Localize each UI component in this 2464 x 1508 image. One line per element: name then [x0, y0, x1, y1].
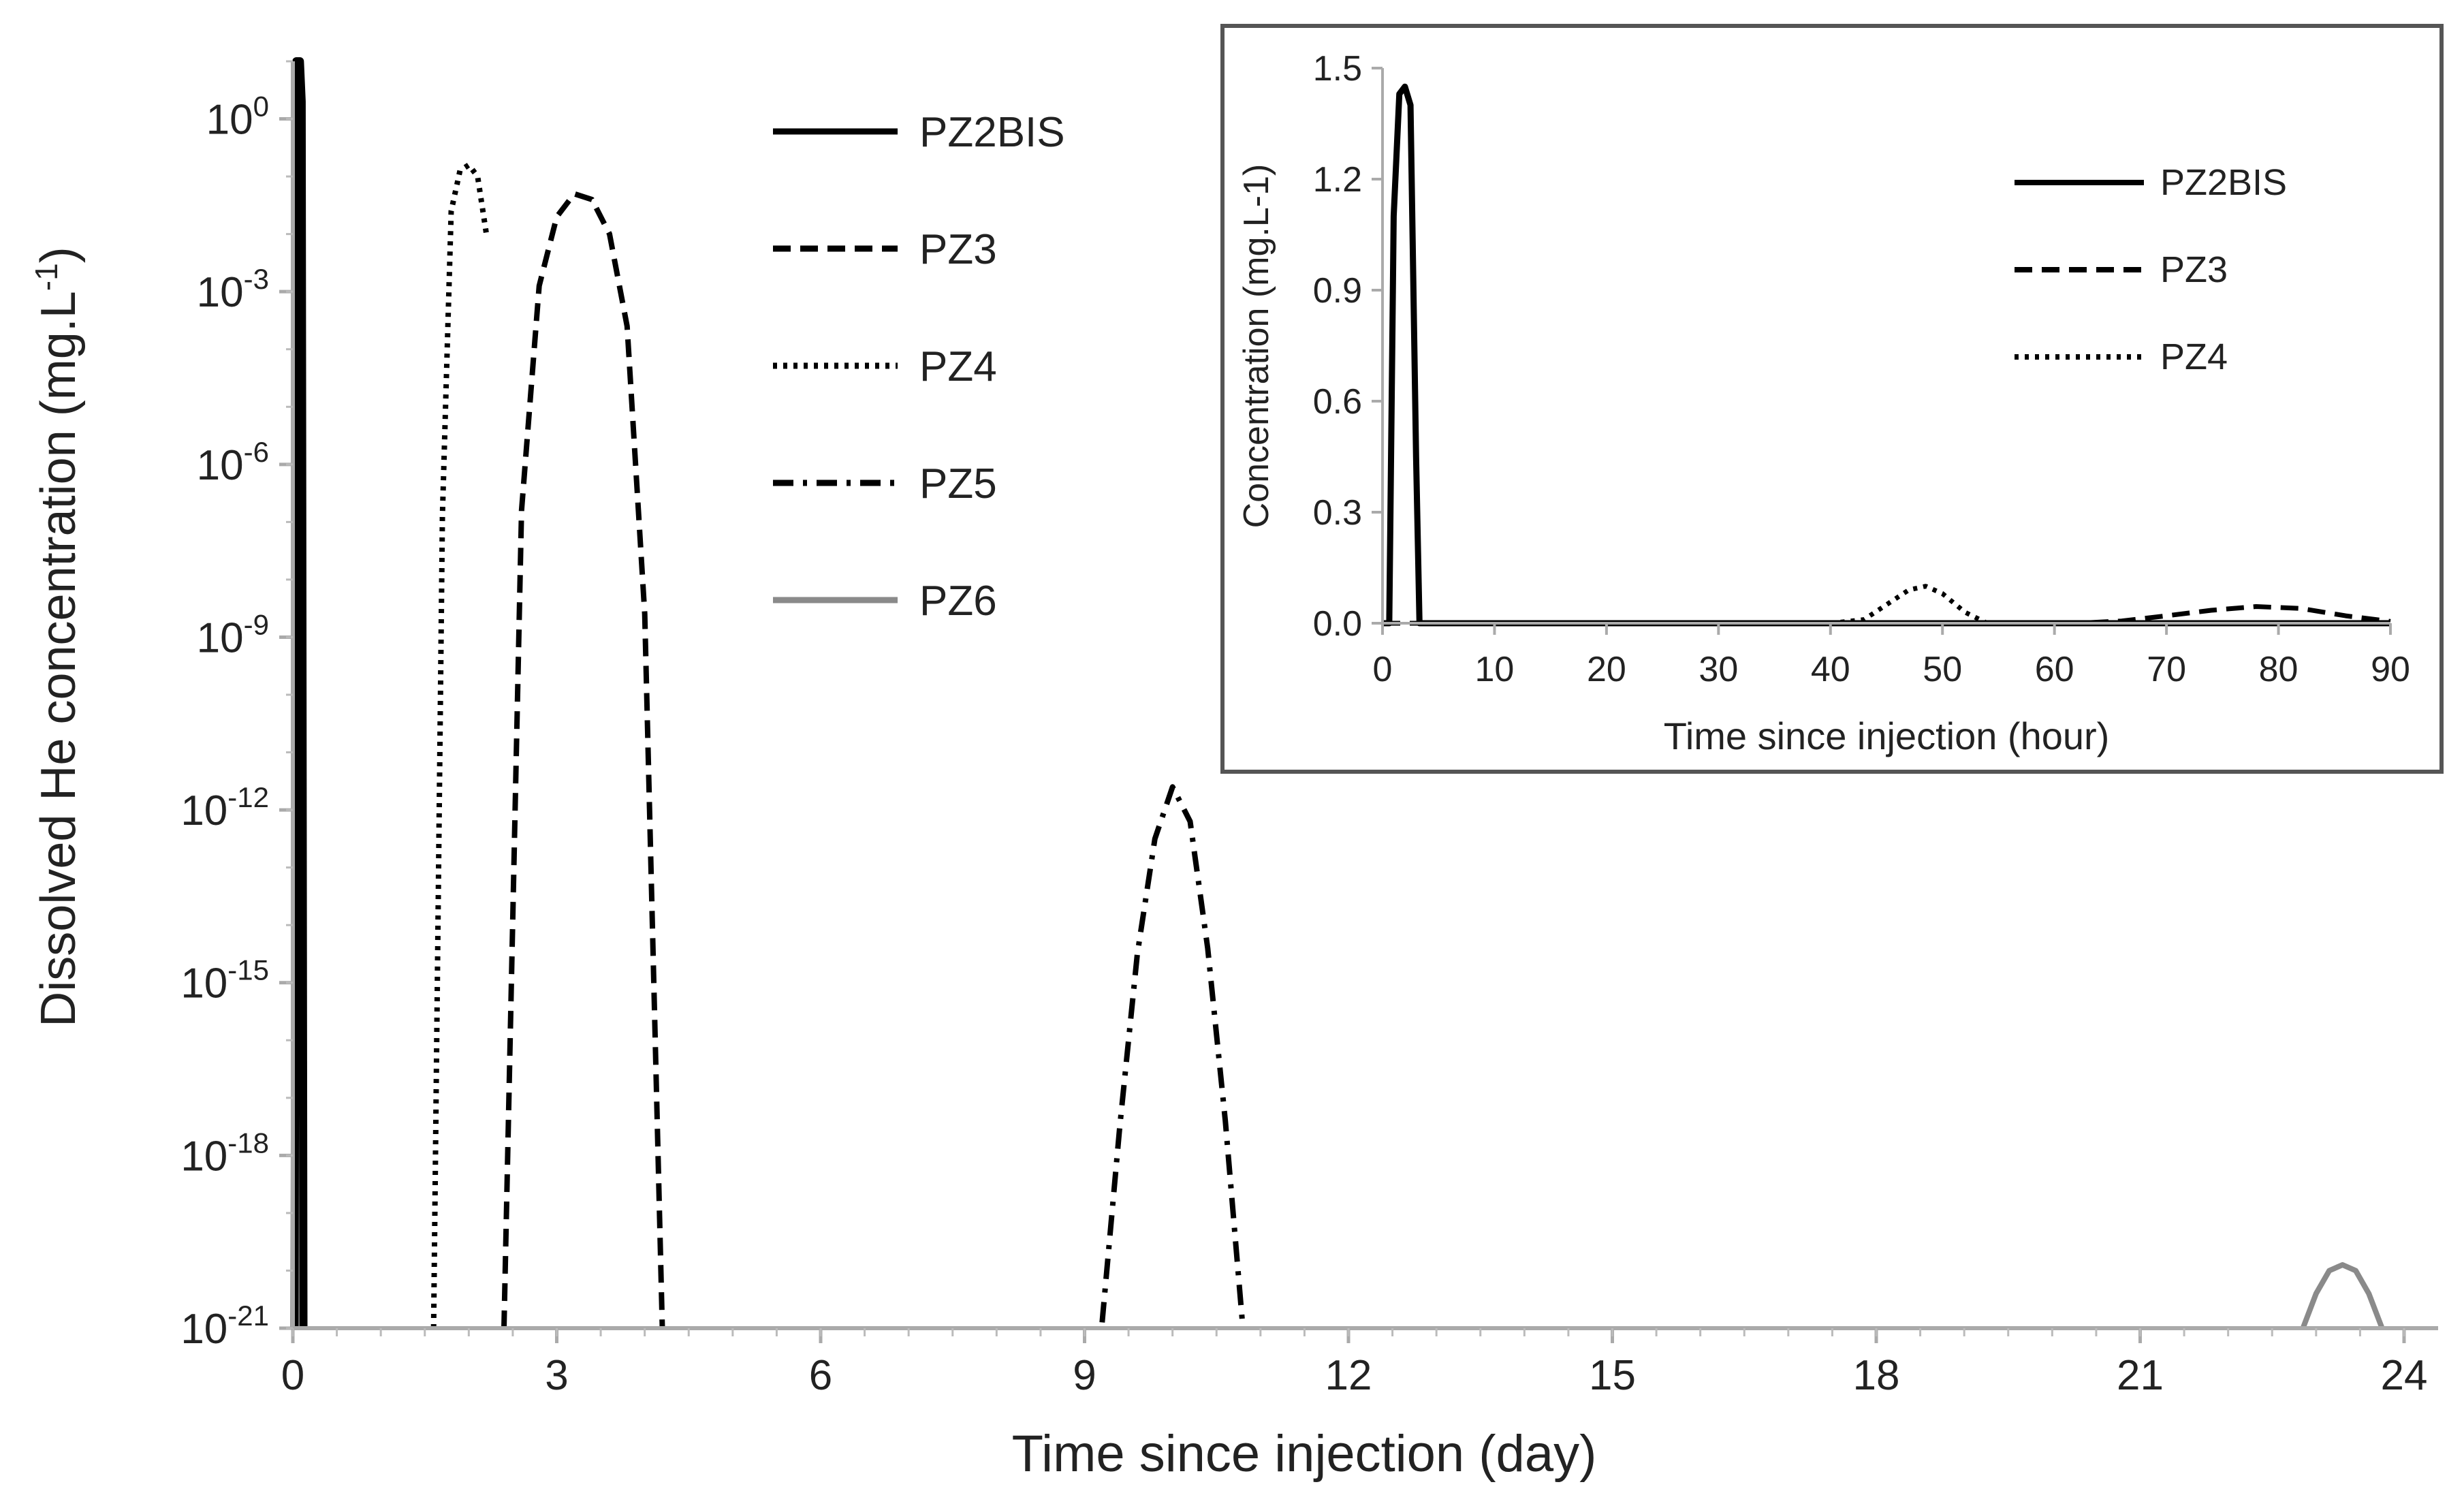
main-y-tick-base: 10: [197, 269, 244, 316]
inset-x-tick-label: 20: [1587, 650, 1626, 689]
main-legend: PZ2BIS PZ3 PZ4 PZ5 PZ6: [773, 109, 1065, 625]
main-y-tick-base: 10: [206, 97, 253, 144]
legend-label-pz4: PZ4: [919, 343, 997, 390]
main-y-tick-exp: -12: [227, 781, 269, 813]
main-y-tick-exp: -9: [244, 608, 269, 640]
main-x-tick-label: 3: [545, 1352, 568, 1399]
inset-y-axis-title: Concentration (mg.L-1): [1237, 164, 1276, 529]
main-x-axis-title: Time since injection (day): [1012, 1425, 1597, 1483]
main-y-tick-base: 10: [197, 614, 244, 661]
main-chart: 0 3 6 9 12 15 18 21 24 10010-310-610-910-1210-15…: [29, 57, 2438, 1483]
main-y-tick-exp: -21: [227, 1300, 269, 1332]
main-y-tick-label: 10-6: [197, 436, 269, 489]
main-y-tick-exp: -3: [244, 263, 269, 295]
main-x-tick-label: 15: [1589, 1352, 1636, 1399]
inset-legend-label-pz2bis: PZ2BIS: [2160, 162, 2287, 203]
main-y-tick-exp: 0: [253, 91, 269, 123]
main-x-tick-label: 9: [1073, 1352, 1096, 1399]
inset-y-tick-label: 0.6: [1313, 382, 1362, 422]
inset-y-tick-label: 0.9: [1313, 271, 1362, 311]
inset-x-tick-label: 80: [2259, 650, 2299, 689]
inset-x-tick-label: 60: [2035, 650, 2074, 689]
legend-label-pz2bis: PZ2BIS: [919, 109, 1065, 156]
inset-legend-label-pz3: PZ3: [2160, 249, 2228, 290]
inset-y-tick-label: 1.5: [1313, 49, 1362, 89]
main-y-tick-base: 10: [180, 787, 227, 834]
main-y-axis-title-sup: -1: [29, 263, 64, 291]
main-x-tick-label: 0: [281, 1352, 304, 1399]
main-x-tick-label: 21: [2117, 1352, 2164, 1399]
main-y-tick-base: 10: [197, 442, 244, 489]
series-line-pz5: [1099, 784, 1246, 1329]
main-y-tick-exp: -6: [244, 436, 269, 468]
main-y-tick-base: 10: [180, 1133, 227, 1180]
main-y-tick-base: 10: [180, 960, 227, 1007]
series-line-pz3: [501, 191, 665, 1329]
main-y-tick-label: 10-9: [197, 608, 269, 661]
inset-x-axis-title: Time since injection (hour): [1664, 714, 2110, 757]
main-y-axis-title-close: ): [31, 247, 86, 263]
main-y-tick-label: 100: [206, 91, 269, 144]
inset-frame: [1220, 24, 2444, 774]
inset-legend-label-pz4: PZ4: [2160, 336, 2228, 377]
main-y-tick-label: 10-21: [180, 1300, 269, 1353]
inset-x-tick-label: 30: [1699, 650, 1738, 689]
inset-x-tick-label: 0: [1373, 650, 1393, 689]
series-line-pz6: [2300, 1262, 2385, 1330]
inset-y-tick-label: 0.3: [1313, 493, 1362, 533]
legend-label-pz3: PZ3: [919, 226, 997, 273]
inset-x-tick-label: 40: [1811, 650, 1850, 689]
main-x-tick-label: 18: [1853, 1352, 1900, 1399]
legend-label-pz5: PZ5: [919, 460, 997, 507]
inset-y-tick-label: 0.0: [1313, 604, 1362, 644]
main-y-tick-label: 10-15: [180, 954, 269, 1007]
main-y-tick-label: 10-3: [197, 263, 269, 316]
main-y-tick-exp: -18: [227, 1127, 269, 1159]
main-x-ticks: 0 3 6 9 12 15 18 21 24: [281, 1328, 2428, 1399]
inset-series-line-pz4: [1830, 584, 2390, 626]
main-y-axis-title: Dissolved He concentration (mg.L-1): [29, 247, 86, 1026]
main-x-tick-label: 12: [1325, 1352, 1372, 1399]
legend-label-pz6: PZ6: [919, 578, 997, 625]
series-line-pz2bis: [290, 57, 308, 1329]
inset-x-tick-label: 90: [2371, 650, 2410, 689]
main-x-tick-label: 24: [2381, 1352, 2428, 1399]
inset-x-ticks: 0 10 20 30 40 50 60 70 80 90: [1373, 623, 2410, 689]
inset-series-line-pz2bis: [1383, 83, 2390, 627]
inset-x-tick-label: 50: [1923, 650, 1962, 689]
main-y-tick-base: 10: [180, 1306, 227, 1353]
inset-x-tick-label: 10: [1475, 650, 1515, 689]
main-y-tick-label: 10-18: [180, 1127, 269, 1180]
main-series-group: [290, 57, 2385, 1330]
main-x-tick-label: 6: [809, 1352, 832, 1399]
inset-chart: 0 10 20 30 40 50 60 70 80 90 0.0 0.3 0.6 0.9 1.2 1.5 T…: [1220, 24, 2444, 774]
inset-legend: PZ2BIS PZ3 PZ4: [2015, 162, 2287, 377]
main-y-tick-label: 10-12: [180, 781, 269, 834]
inset-x-tick-label: 70: [2147, 650, 2186, 689]
main-y-axis-title-main: Dissolved He concentration (mg.L: [31, 291, 86, 1027]
inset-y-tick-label: 1.2: [1313, 160, 1362, 200]
inset-y-ticks: 0.0 0.3 0.6 0.9 1.2 1.5: [1313, 49, 1383, 644]
main-y-tick-exp: -15: [227, 954, 269, 986]
